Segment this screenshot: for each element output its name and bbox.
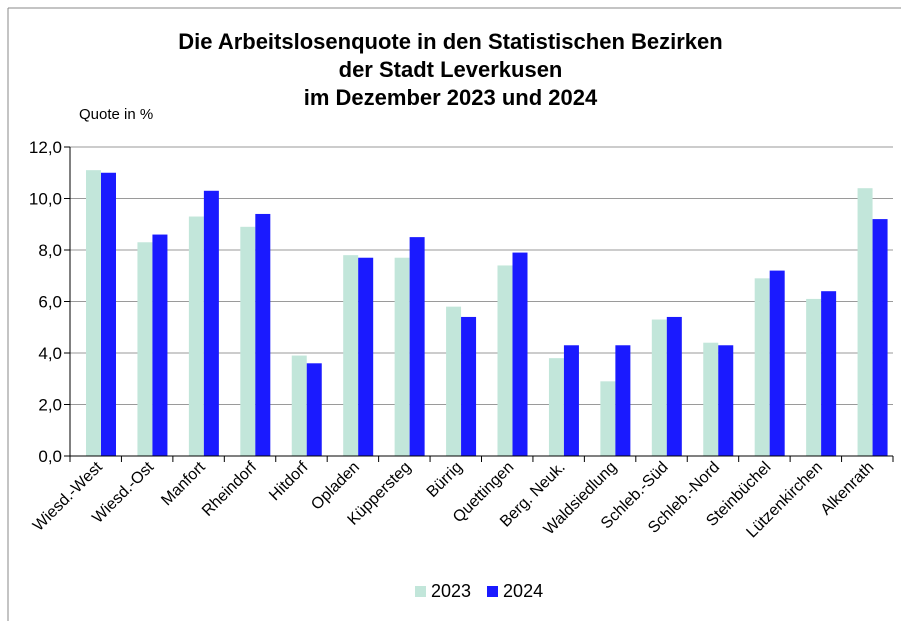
bar-2023 xyxy=(291,355,307,456)
chart-title-line-3: im Dezember 2023 und 2024 xyxy=(303,85,598,110)
bar-2024 xyxy=(461,316,477,456)
bar-2023 xyxy=(806,298,822,456)
bar-2023 xyxy=(497,265,513,456)
bar-2024 xyxy=(358,257,374,456)
legend: 2023 2024 xyxy=(415,581,559,602)
x-tick-label: Manfort xyxy=(158,458,209,509)
bar-2023 xyxy=(703,342,719,456)
bar-2023 xyxy=(754,278,770,456)
bar-2023 xyxy=(394,257,410,456)
chart-title: Die Arbeitslosenquote in den Statistisch… xyxy=(0,28,901,112)
x-tick-label: Wiesd.-West xyxy=(30,458,106,534)
x-tick-label: Rheindorf xyxy=(199,458,260,519)
legend-label-2023: 2023 xyxy=(431,581,472,601)
legend-swatch-2024 xyxy=(487,586,499,597)
legend-label-2024: 2024 xyxy=(503,581,544,601)
x-tick-label: Hitdorf xyxy=(266,458,312,504)
bar-2024 xyxy=(718,345,734,456)
legend-item-2024: 2024 xyxy=(487,581,543,602)
bar-2023 xyxy=(446,306,462,456)
bar-2024 xyxy=(563,345,579,456)
bar-2024 xyxy=(666,316,682,456)
bar-2024 xyxy=(409,237,425,456)
bar-2023 xyxy=(343,255,359,456)
chart-title-line-1: Die Arbeitslosenquote in den Statistisch… xyxy=(178,29,723,54)
bar-2023 xyxy=(548,358,564,456)
bar-2024 xyxy=(255,213,271,456)
bar-2023 xyxy=(600,381,616,456)
y-tick-label: 8,0 xyxy=(38,241,62,260)
y-tick-label: 12,0 xyxy=(29,138,62,157)
bar-2023 xyxy=(651,319,667,456)
x-tick-label: Alkenrath xyxy=(818,459,878,519)
bar-2024 xyxy=(769,270,785,456)
bar-2023 xyxy=(240,226,256,456)
bar-2023 xyxy=(857,188,873,456)
bar-2023 xyxy=(137,242,153,456)
bar-2024 xyxy=(203,190,219,456)
y-tick-label: 4,0 xyxy=(38,344,62,363)
legend-swatch-2023 xyxy=(415,586,426,597)
bar-2024 xyxy=(821,291,837,456)
bar-2024 xyxy=(152,234,168,456)
x-tick-label: Bürrig xyxy=(424,459,466,501)
bar-2024 xyxy=(101,172,116,456)
bar-2023 xyxy=(86,170,101,457)
legend-item-2023: 2023 xyxy=(415,581,471,602)
bar-2024 xyxy=(615,345,631,456)
bar-2024 xyxy=(306,363,322,456)
chart-title-line-2: der Stadt Leverkusen xyxy=(338,57,563,82)
y-tick-label: 2,0 xyxy=(38,396,62,415)
y-axis-label: Quote in % xyxy=(79,106,154,123)
y-tick-label: 10,0 xyxy=(29,190,62,209)
y-tick-label: 0,0 xyxy=(38,447,62,466)
y-tick-label: 6,0 xyxy=(38,293,62,312)
bar-2023 xyxy=(188,216,204,456)
bar-2024 xyxy=(512,252,528,456)
bar-2024 xyxy=(872,219,888,456)
